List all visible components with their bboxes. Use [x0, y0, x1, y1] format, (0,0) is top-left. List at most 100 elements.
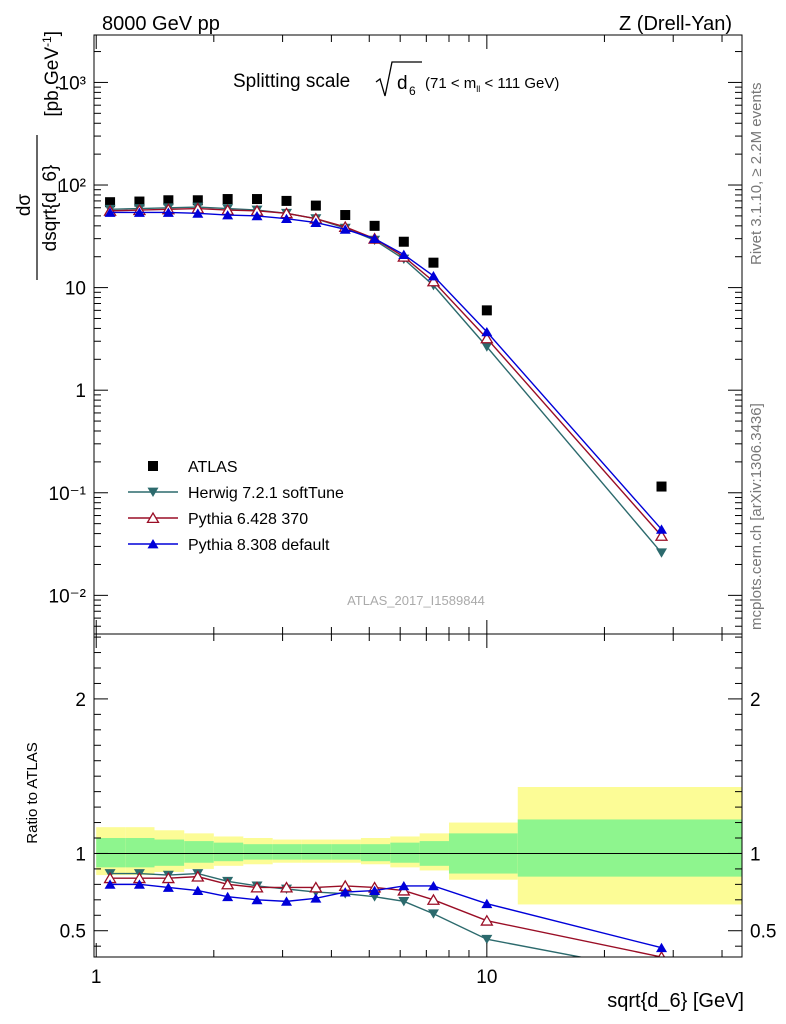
- ratio-point-herwig: [427, 909, 439, 919]
- mcplots-label: mcplots.cern.ch [arXiv:1306.3436]: [748, 403, 765, 630]
- ratio-point-pythia8: [162, 882, 174, 892]
- point-atlas: [428, 257, 439, 268]
- ratio-point-pythia8: [339, 887, 351, 897]
- legend-item: Pythia 6.428 370: [128, 511, 308, 528]
- point-herwig: [481, 342, 493, 352]
- point-pythia8: [281, 213, 293, 224]
- y-axis-label-units: [pb,GeV-1]: [40, 31, 63, 117]
- ratio-y-axis-label: Ratio to ATLAS: [24, 742, 41, 843]
- plot-title-range: (71 < mll < 111 GeV): [425, 75, 559, 94]
- point-atlas: [481, 305, 492, 316]
- point-pythia6: [480, 332, 494, 344]
- point-atlas: [369, 220, 380, 231]
- ratio-point-pythia8: [222, 891, 234, 902]
- ratio-point-herwig: [398, 896, 410, 907]
- ratio-point-pythia6: [279, 881, 294, 893]
- point-atlas: [105, 197, 116, 208]
- legend-item: Herwig 7.2.1 softTune: [128, 485, 344, 502]
- line-pythia8: [110, 211, 663, 530]
- point-atlas: [398, 236, 409, 247]
- ratio-y-tick-label: 2: [75, 690, 86, 711]
- point-pythia8: [133, 207, 145, 217]
- ratio-point-pythia8: [104, 879, 116, 889]
- legend-label: ATLAS: [188, 459, 238, 476]
- stat-uncertainty-band: [243, 844, 273, 860]
- legend: ATLAS Herwig 7.2.1 softTune Pythia 6.428 3…: [128, 459, 344, 554]
- stat-uncertainty-band: [125, 838, 155, 868]
- legend-marker: [148, 461, 158, 471]
- analysis-id-label: ATLAS_2017_I1589844: [347, 593, 485, 608]
- x-axis-label: sqrt{d_6} [GeV]: [607, 990, 744, 1012]
- y-tick-label: 10³: [59, 73, 86, 94]
- ratio-point-pythia8: [656, 942, 668, 953]
- ratio-series-group: [103, 869, 668, 957]
- point-herwig: [656, 548, 668, 558]
- point-pythia8: [104, 207, 116, 217]
- point-atlas: [192, 195, 203, 206]
- series-atlas: [105, 194, 667, 492]
- ratio-point-pythia6: [309, 881, 323, 893]
- point-pythia8: [251, 210, 263, 221]
- y-tick-label: 1: [75, 381, 86, 402]
- ratio-series-pythia6: [103, 870, 666, 957]
- legend-item: ATLAS: [148, 459, 238, 476]
- ratio-point-pythia8: [192, 885, 204, 895]
- point-pythia8: [398, 249, 410, 259]
- ratio-point-herwig: [481, 934, 493, 945]
- point-atlas: [252, 194, 263, 205]
- sqrt-symbol: [375, 61, 422, 97]
- ratio-y-tick-label-right: 2: [750, 690, 761, 711]
- stat-uncertainty-band: [331, 844, 361, 860]
- stat-uncertainty-band: [272, 844, 302, 860]
- series-pythia8: [104, 207, 668, 534]
- point-pythia8: [427, 270, 439, 281]
- ratio-series-pythia8: [104, 879, 668, 953]
- legend-marker: [147, 539, 159, 549]
- ratio-point-pythia6: [191, 870, 205, 882]
- header-left: 8000 GeV pp: [102, 13, 220, 35]
- y-axis-label-numerator: dσ: [14, 194, 35, 217]
- stat-uncertainty-band: [360, 844, 391, 862]
- stat-uncertainty-band: [517, 819, 742, 877]
- series-pythia6: [103, 202, 669, 541]
- ratio-point-pythia8: [133, 879, 145, 889]
- rivet-version-label: Rivet 3.1.10, ≥ 2.2M events: [748, 83, 765, 266]
- ratio-line-herwig: [110, 872, 585, 957]
- ratio-point-pythia6: [221, 878, 235, 890]
- ratio-plot-frame: [93, 633, 743, 958]
- ratio-point-pythia8: [427, 880, 439, 891]
- ratio-y-tick-label-right: 0.5: [750, 922, 776, 943]
- point-atlas: [163, 195, 174, 206]
- point-pythia8: [222, 210, 234, 220]
- y-axis-label-denominator: dsqrt{d_6}: [40, 165, 61, 252]
- stat-uncertainty-band: [301, 844, 332, 860]
- ratio-y-tick-label-right: 1: [750, 844, 761, 865]
- plot-title-radical-sub: 6: [409, 84, 416, 98]
- series-herwig: [104, 202, 668, 558]
- y-tick-label: 10: [65, 279, 86, 300]
- ratio-point-pythia8: [310, 893, 322, 903]
- stat-uncertainty-band: [213, 842, 244, 862]
- stat-uncertainty-band: [96, 838, 126, 868]
- ratio-y-tick-label: 1: [75, 844, 86, 865]
- legend-marker: [146, 511, 160, 524]
- point-atlas: [281, 195, 292, 206]
- point-pythia6: [654, 529, 669, 541]
- ratio-point-pythia6: [480, 914, 494, 926]
- point-pythia6: [426, 275, 441, 287]
- header-right: Z (Drell-Yan): [619, 13, 732, 35]
- ratio-line-pythia6: [110, 875, 662, 957]
- plot-title: Splitting scale d 6 (71 < mll < 111 GeV): [233, 61, 559, 98]
- point-pythia8: [656, 524, 668, 534]
- point-pythia8: [192, 208, 204, 218]
- ratio-point-pythia6: [250, 881, 264, 893]
- legend-label: Pythia 8.308 default: [188, 537, 330, 554]
- y-axis-label-main: dσ dsqrt{d_6} [pb,GeV-1]: [14, 31, 63, 280]
- ratio-point-pythia8: [481, 898, 493, 909]
- plot-title-main: Splitting scale: [233, 71, 350, 92]
- point-atlas: [222, 194, 233, 205]
- ratio-y-tick-label: 0.5: [60, 922, 86, 943]
- ratio-line-pythia8: [110, 883, 662, 949]
- x-tick-label: 1: [91, 967, 102, 988]
- point-pythia8: [310, 217, 322, 228]
